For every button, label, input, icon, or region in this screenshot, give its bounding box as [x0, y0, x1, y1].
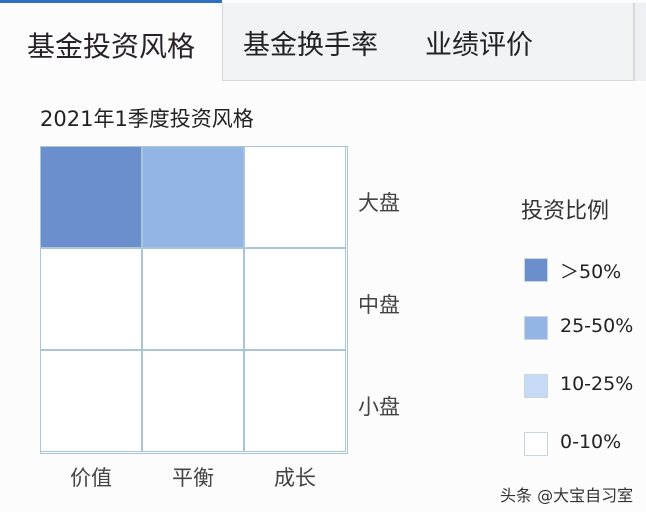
style-cell-1-2	[244, 248, 346, 350]
style-cell-1-1	[142, 248, 244, 350]
column-label: 成长	[274, 466, 316, 490]
legend-label: 25-50%	[560, 315, 634, 337]
watermark: 头条 @大宝自习室	[500, 486, 634, 505]
legend-swatch	[524, 258, 548, 282]
column-label: 价值	[70, 466, 112, 490]
inactive-tabs: 基金换手率 业绩评价	[222, 3, 634, 81]
tab-bar: 基金投资风格 基金换手率 业绩评价	[0, 0, 646, 82]
style-cell-2-1	[142, 350, 244, 452]
style-box-grid	[40, 146, 348, 454]
column-label: 平衡	[172, 466, 214, 490]
style-cell-0-2	[244, 146, 346, 248]
legend-label: 0-10%	[560, 431, 622, 453]
style-cell-0-0	[40, 146, 142, 248]
row-label: 中盘	[358, 293, 400, 317]
row-label: 大盘	[358, 191, 400, 215]
legend-swatch	[524, 316, 548, 340]
style-cell-1-0	[40, 248, 142, 350]
tab-performance[interactable]: 业绩评价	[425, 30, 533, 61]
row-label: 小盘	[358, 395, 400, 419]
legend-swatch	[524, 432, 548, 456]
legend-label: 10-25%	[560, 373, 634, 395]
style-cell-2-2	[244, 350, 346, 452]
legend-title: 投资比例	[521, 199, 610, 224]
style-cell-0-1	[142, 146, 244, 248]
tab-fund-style[interactable]: 基金投资风格	[0, 0, 222, 82]
tab-turnover[interactable]: 基金换手率	[243, 30, 378, 61]
legend-swatch	[524, 374, 548, 398]
legend-label: ＞50%	[560, 261, 622, 283]
tab-edge	[634, 3, 646, 81]
style-cell-2-0	[40, 350, 142, 452]
section-title: 2021年1季度投资风格	[40, 107, 254, 131]
